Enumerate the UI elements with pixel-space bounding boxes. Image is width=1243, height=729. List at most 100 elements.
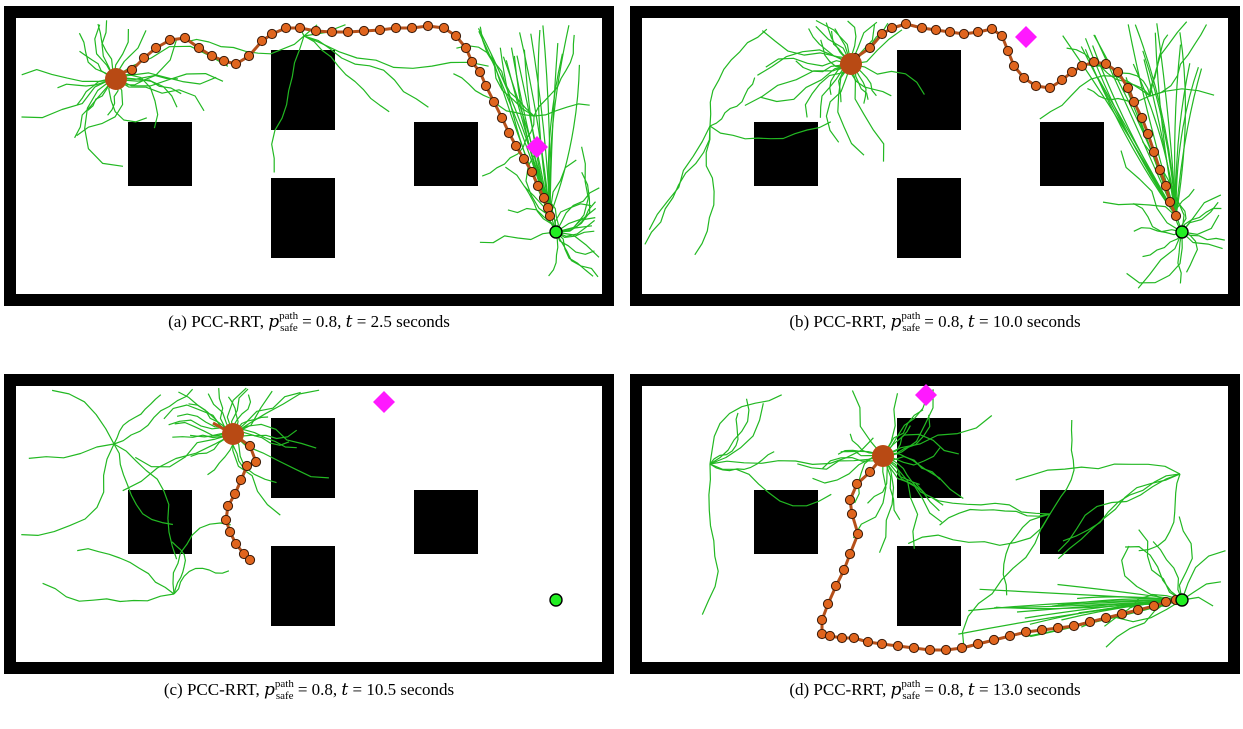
caption-time-var: t [341,680,349,700]
tree-branch [84,77,124,167]
path-waypoint [924,644,936,656]
path-waypoint [838,564,850,576]
path-waypoint [138,52,150,64]
path-waypoint [518,153,530,165]
tree-branch [882,455,941,481]
tree-branch [850,63,925,95]
obstacle-block-2 [271,418,335,498]
path-waypoint [1002,45,1014,57]
tree-branch [533,103,590,117]
tree-branch [939,508,1051,526]
path-waypoint [220,514,232,526]
path-waypoint [1008,60,1020,72]
tree-branch [555,230,595,238]
path-waypoint [1112,66,1124,78]
path-waypoint [1136,112,1148,124]
path-waypoint [836,632,848,644]
tree-branch [555,231,594,277]
path-waypoint [126,64,138,76]
tree-branch [479,26,535,117]
tree-branch [709,412,739,465]
tree-branch [765,57,852,68]
panel-c: (c) PCC-RRT, ppathsafe = 0.8, t = 10.5 s… [4,374,614,729]
tree-branch [961,513,1051,649]
path-waypoint [1036,624,1048,636]
path-waypoint [206,50,218,62]
path-waypoint [164,34,176,46]
path-waypoint [822,598,834,610]
tree-branch [76,77,124,137]
tree-branch [135,433,234,468]
tree-branch [303,35,429,108]
path-waypoint [958,28,970,40]
path-waypoint [526,166,538,178]
tree-branch [1120,150,1183,233]
rrt-tree [644,19,1225,289]
obstacle-block-4 [1040,490,1104,554]
path-waypoint [1056,74,1068,86]
path-waypoint [150,42,162,54]
path-waypoint [1004,630,1016,642]
obstacle-block-1 [128,122,192,186]
tree-branch [303,35,489,69]
caption-time: = 10.5 seconds [352,680,455,699]
tree-branch [1138,529,1183,601]
tree-branch [113,73,224,87]
caption-time-var: t [967,680,975,700]
path-waypoint [250,456,262,468]
tree-branch [878,455,895,553]
path-waypoint [374,24,386,36]
path-waypoint [864,466,876,478]
path-waypoint [310,25,322,37]
path-waypoint [1148,146,1160,158]
caption-probability: = 0.8, [297,680,338,699]
tree-branch [1181,207,1222,233]
tree-branch [113,394,162,445]
map-panel-a [4,6,614,306]
caption-d: (d) PCC-RRT, ppathsafe = 0.8, t = 13.0 s… [630,678,1240,704]
tree-branch [101,20,115,79]
path-waypoint [342,26,354,38]
tree-branch [42,582,175,603]
path-waypoint [816,614,828,626]
tree-branch [1057,473,1181,552]
caption-time: = 13.0 seconds [978,680,1081,699]
path-waypoint [266,28,278,40]
panel-a: (a) PCC-RRT, ppathsafe = 0.8, t = 2.5 se… [4,6,614,361]
tree-branch [1015,463,1181,481]
tree-branch [1156,23,1177,217]
caption-probability: = 0.8, [924,680,964,699]
path-waypoint [1116,608,1128,620]
path-waypoint [1066,66,1078,78]
path-waypoint [848,632,860,644]
path-waypoint [474,66,486,78]
path-waypoint [972,638,984,650]
path-waypoint [988,634,1000,646]
tree-branch [709,463,832,507]
tree-branch [303,35,390,113]
caption-method: PCC-RRT, [813,312,887,331]
tree-branch [232,429,298,440]
tree-branch [1049,419,1075,515]
tree-branch [1175,68,1203,217]
tree-branch [555,231,595,255]
tree-branch [555,187,600,233]
caption-probability: = 0.8, [924,312,964,331]
path-waypoint [1164,196,1176,208]
tree-branch [1152,541,1183,601]
path-waypoint [1100,612,1112,624]
path-waypoint [944,26,956,38]
path-waypoint [480,80,492,92]
caption-label: (b) [789,312,810,331]
tree-branch [882,415,993,457]
path-waypoint [1160,596,1172,608]
tree-branch [1175,32,1187,217]
tree-branch [1142,231,1183,258]
path-waypoint [1142,128,1154,140]
path-waypoint [916,22,928,34]
tree-branch [837,63,865,156]
tree-branch [1125,546,1183,601]
path-waypoint [294,22,306,34]
path-waypoint [1132,604,1144,616]
path-waypoint [488,96,500,108]
